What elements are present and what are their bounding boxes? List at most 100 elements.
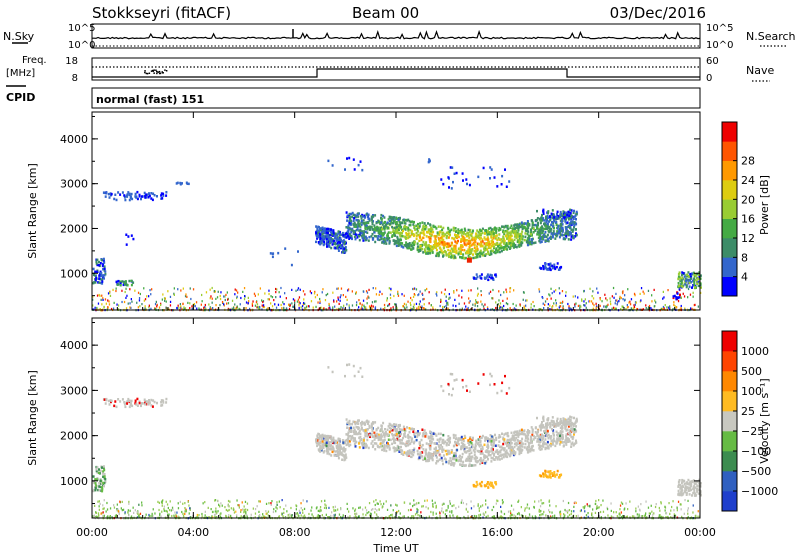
power-point bbox=[94, 271, 96, 274]
power-point bbox=[368, 236, 370, 239]
power-clutter-point bbox=[509, 287, 510, 289]
velocity-point bbox=[350, 431, 352, 434]
power-point bbox=[409, 220, 411, 223]
power-clutter-point bbox=[139, 299, 140, 301]
power-clutter-point bbox=[107, 299, 108, 301]
power-clutter-point bbox=[159, 307, 160, 309]
velocity-point bbox=[563, 444, 565, 447]
power-clutter-point bbox=[694, 304, 695, 306]
velocity-point bbox=[475, 445, 477, 448]
velocity-point bbox=[389, 423, 391, 426]
power-clutter-point bbox=[687, 296, 688, 298]
power-point bbox=[374, 241, 376, 244]
power-point bbox=[434, 240, 436, 243]
power-point bbox=[421, 248, 423, 251]
power-point bbox=[407, 228, 409, 231]
power-clutter-point bbox=[279, 291, 280, 293]
power-clutter-point bbox=[389, 303, 390, 305]
velocity-point bbox=[453, 434, 455, 437]
power-clutter-point bbox=[105, 298, 106, 300]
power-point bbox=[371, 218, 373, 221]
power-clutter-point bbox=[545, 300, 546, 302]
velocity-point bbox=[430, 448, 432, 451]
power-clutter-point bbox=[616, 308, 617, 310]
power-point bbox=[527, 244, 529, 247]
power-point bbox=[524, 239, 526, 242]
freq-dot bbox=[151, 70, 153, 72]
power-point bbox=[545, 216, 547, 219]
power-point bbox=[467, 232, 469, 235]
power-clutter-point bbox=[156, 305, 157, 307]
velocity-point bbox=[408, 452, 410, 455]
velocity-point bbox=[326, 447, 328, 450]
power-point bbox=[559, 214, 561, 217]
power-clutter-point bbox=[272, 305, 273, 307]
power-clutter-point bbox=[622, 298, 623, 300]
power-point bbox=[478, 243, 480, 246]
power-point bbox=[538, 234, 540, 237]
power-point bbox=[277, 252, 279, 255]
power-point bbox=[528, 224, 530, 227]
power-point bbox=[428, 236, 430, 239]
power-point bbox=[340, 246, 342, 249]
power-clutter-point bbox=[340, 294, 341, 296]
power-clutter-point bbox=[363, 300, 364, 302]
power-clutter-point bbox=[114, 302, 115, 304]
power-point bbox=[380, 237, 382, 240]
power-clutter-point bbox=[349, 307, 350, 309]
power-point bbox=[485, 229, 487, 232]
power-point bbox=[468, 240, 470, 243]
power-clutter-point bbox=[489, 292, 490, 294]
nsky-label: N.Sky bbox=[3, 30, 35, 43]
velocity-point bbox=[349, 423, 351, 426]
velocity-point bbox=[410, 456, 412, 459]
power-clutter-point bbox=[573, 296, 574, 298]
velocity-point bbox=[435, 462, 437, 465]
velocity-point bbox=[426, 442, 428, 445]
power-clutter-point bbox=[180, 303, 181, 305]
power-clutter-point bbox=[424, 303, 425, 305]
power-clutter-point bbox=[567, 303, 568, 305]
power-clutter-point bbox=[390, 294, 391, 296]
power-point bbox=[495, 273, 497, 276]
power-point bbox=[545, 225, 547, 228]
velocity-point bbox=[551, 428, 553, 431]
power-point bbox=[454, 256, 456, 259]
power-point bbox=[421, 229, 423, 232]
velocity-point bbox=[480, 440, 482, 443]
power-clutter-point bbox=[425, 289, 426, 291]
power-clutter-point bbox=[548, 303, 549, 305]
power-point bbox=[480, 241, 482, 244]
power-point bbox=[346, 157, 348, 160]
power-clutter-point bbox=[237, 306, 238, 308]
power-point bbox=[440, 178, 442, 181]
power-point bbox=[451, 187, 453, 190]
velocity-point bbox=[406, 441, 408, 444]
power-point bbox=[396, 226, 398, 229]
power-clutter-point bbox=[373, 305, 374, 307]
power-clutter-point bbox=[389, 287, 390, 289]
power-point bbox=[473, 257, 475, 260]
power-point bbox=[553, 264, 555, 267]
power-point bbox=[119, 193, 121, 196]
power-point bbox=[503, 231, 505, 234]
power-clutter-point bbox=[444, 293, 445, 295]
power-clutter-point bbox=[442, 306, 443, 308]
velocity-point bbox=[506, 445, 508, 448]
power-point bbox=[515, 232, 517, 235]
power-point bbox=[453, 238, 455, 241]
power-point bbox=[355, 238, 357, 241]
velocity-point bbox=[319, 441, 321, 444]
power-clutter-point bbox=[333, 301, 334, 303]
power-clutter-point bbox=[121, 301, 122, 303]
power-point bbox=[524, 236, 526, 239]
velocity-point bbox=[456, 449, 458, 452]
power-point bbox=[342, 234, 344, 237]
velocity-point bbox=[412, 454, 414, 457]
power-clutter-point bbox=[178, 307, 179, 309]
power-clutter-point bbox=[368, 297, 369, 299]
velocity-point bbox=[361, 439, 363, 442]
power-point bbox=[342, 251, 344, 254]
power-point bbox=[372, 223, 374, 226]
